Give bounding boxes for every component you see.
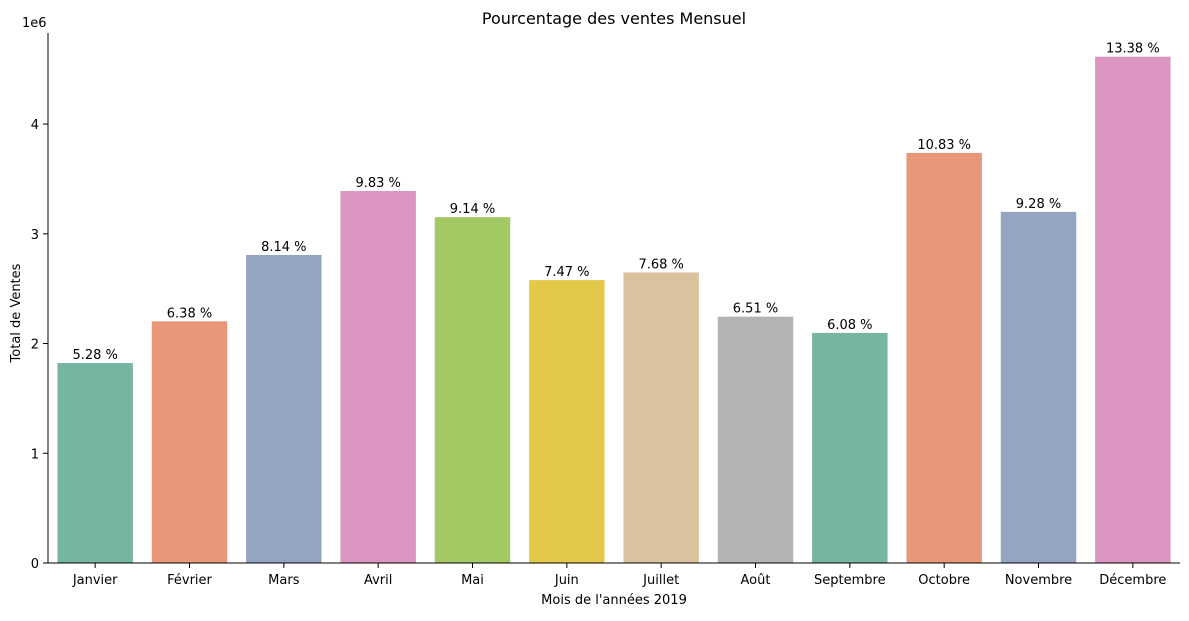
x-axis-label: Mois de l'années 2019: [541, 593, 687, 608]
bar-juin: [529, 280, 605, 563]
y-tick-label: 1: [31, 447, 39, 462]
data-label: 10.83 %: [917, 138, 971, 153]
bar-mai: [434, 217, 511, 563]
y-axis-label: Total de Ventes: [9, 263, 24, 363]
bar-décembre: [1095, 56, 1171, 563]
x-tick-label: Juin: [554, 573, 579, 588]
x-tick-label: Mai: [461, 573, 484, 588]
bar-mars: [246, 254, 322, 563]
x-tick-label: Novembre: [1005, 573, 1072, 588]
data-label: 5.28 %: [72, 348, 117, 363]
data-label: 6.38 %: [167, 306, 212, 321]
data-label: 7.68 %: [638, 257, 683, 272]
data-label: 9.28 %: [1016, 197, 1061, 212]
x-tick-label: Avril: [364, 573, 392, 588]
data-label: 9.14 %: [450, 202, 495, 217]
chart-title: Pourcentage des ventes Mensuel: [482, 9, 746, 28]
x-tick-label: Août: [741, 573, 771, 588]
x-tick-label: Juillet: [642, 573, 679, 588]
bar-avril: [340, 191, 416, 563]
x-tick-label: Mars: [268, 573, 300, 588]
x-tick-label: Février: [167, 573, 212, 588]
y-tick-label: 3: [31, 228, 39, 243]
bar-octobre: [906, 152, 982, 563]
plot-area: 0 1 2 3 4 5.28 % Janvier 6.38 % Février 8.14 % Mar…: [31, 42, 1171, 588]
y-tick-label: 2: [31, 338, 39, 353]
x-tick-label: Septembre: [814, 573, 886, 588]
x-tick-label: Décembre: [1099, 573, 1166, 588]
bar-février: [151, 321, 228, 563]
bar-novembre: [1000, 211, 1077, 564]
data-label: 7.47 %: [544, 265, 589, 280]
bar-janvier: [57, 363, 133, 563]
bar-août: [717, 316, 794, 563]
x-tick-label: Octobre: [918, 573, 970, 588]
bar-juillet: [623, 272, 699, 563]
y-tick-label: 4: [31, 118, 39, 133]
bar-septembre: [812, 332, 888, 563]
data-label: 6.08 %: [827, 318, 872, 333]
y-offset-label: 1e6: [22, 16, 47, 31]
data-label: 13.38 %: [1106, 42, 1160, 57]
data-label: 6.51 %: [733, 302, 778, 317]
data-label: 9.83 %: [355, 176, 400, 191]
data-label: 8.14 %: [261, 240, 306, 255]
y-tick-label: 0: [31, 557, 39, 572]
x-tick-label: Janvier: [72, 573, 118, 588]
